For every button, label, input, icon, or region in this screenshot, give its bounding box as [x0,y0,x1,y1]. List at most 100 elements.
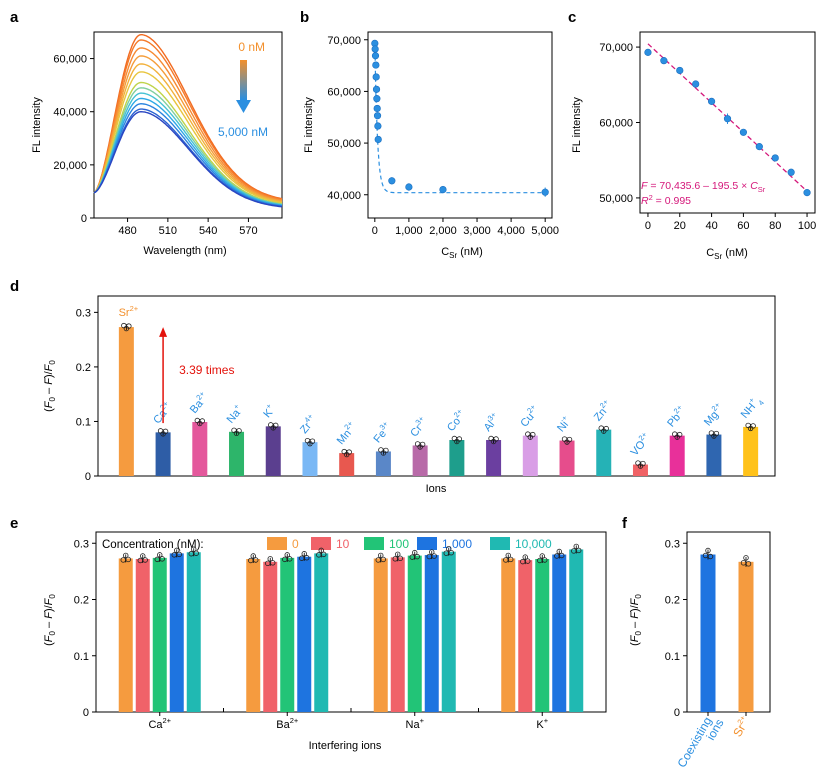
panel-e-replicate-point [123,552,129,559]
panel-d-ylabel-part: )/ [43,370,55,378]
panel-d-ion-label: Al3+ [479,410,503,434]
panel-c-r2-sup: 2 [649,193,653,202]
panel-c-xlabel-sub: Sr [714,252,722,261]
panel-c-data-point [803,189,811,197]
panel-d-bar [229,431,245,476]
panel-e-ylabel-part: ( [43,642,55,646]
panel-a-plot-frame [93,31,283,219]
panel-e-legend-title: Concentration (nM): [102,539,204,551]
panel-d-ion-base: Ba [188,397,206,416]
panel-d-ion-sup: + [747,395,757,405]
panel-e-replicate-point [542,557,548,563]
panel-letter-e: e [10,515,18,532]
panel-e-ylabel-sub: 0 [48,630,57,635]
panel-c-xtick-label: 40 [705,220,717,232]
panel-d-ion-label: Fe3+ [369,419,395,446]
panel-b-xlabel-main: C [441,246,449,258]
panel-e-replicate-point [304,555,310,561]
panel-f-ylabel-f: F [629,634,641,642]
panel-d-ion-base: Zn [592,406,609,424]
panel-b-data-point [371,45,379,53]
panel-e-replicate-point [176,551,182,558]
panel-d-bar [375,451,391,476]
panel-f-ylabel-sub: 0 [634,630,643,635]
panel-f-bar [700,554,716,712]
panel-e-replicate-point [576,547,582,554]
panel-f-ylabel-sub: 0 [634,594,643,599]
panel-d-replicate-point [527,434,534,440]
panel-a-spectrum-line [93,81,283,205]
panel-e-replicate-point [282,556,288,563]
panel-b-data-point [373,104,381,113]
panel-d-ion-label: Ba2+ [186,389,212,416]
panel-e-replicate-point [426,553,432,560]
panel-d-ion-base: Sr [119,307,130,319]
panel-c-data-point [771,154,779,162]
panel-a-spectrum-line [93,87,283,205]
panel-c-equation: F = 70,435.6 – 195.5 × CSr [641,180,766,194]
panel-e-replicate-point [414,553,420,560]
panel-d-replicate-point [490,438,497,445]
panel-d-replicate-point [160,431,166,437]
panel-e-replicate-point [412,549,418,556]
panel-e-replicate-point [395,551,401,558]
panel-c-data-point [755,143,763,151]
panel-e-replicate-point [429,549,435,555]
panel-d-ytick-label: 0.2 [76,362,91,374]
panel-d-ylabel-part: ( [43,408,55,412]
panel-d-replicate-point [270,425,276,431]
panel-a-spectrum-line [93,47,283,201]
panel-b-xtick-label: 3,000 [463,225,491,237]
panel-b-fit-curve [374,42,546,194]
panel-e-replicate-point [154,556,160,563]
panel-e-replicate-point [191,546,197,552]
panel-d-bar [743,426,759,476]
panel-e-replicate-point [267,556,273,562]
panel-c-ytick-label: 60,000 [599,118,633,130]
panel-a-xtick-label: 540 [199,225,217,237]
panel-e-legend-swatch [364,537,384,550]
panel-d-ion-base: Fe [372,428,389,446]
panel-d-ylabel: (F0 – F)/F0 [43,360,57,412]
panel-d-bar [155,432,171,476]
panel-b-data-point [373,95,381,103]
panel-e-legend-swatch [490,537,510,550]
panel-e-bar [407,555,422,712]
panel-e-bar [552,554,567,712]
panel-e-replicate-point [318,547,324,554]
panel-e-category-sup: 2+ [163,716,172,725]
panel-e-legend-label: 1,000 [442,537,472,551]
panel-e-category-base: Ca [148,719,163,731]
panel-c-xlabel-unit: (nM) [722,247,748,259]
panel-e-replicate-point [174,547,180,554]
panel-d-ion-label: Cr3+ [406,414,431,440]
panel-d-ion-base: Pb [665,412,683,430]
panel-d-ion-base: VO [629,438,649,458]
panel-f-ytick-label: 0 [674,707,680,719]
panel-e-replicate-point [556,548,562,555]
panel-e-legend-swatch [267,537,287,550]
panel-d-ion-label: Ni+ [553,413,574,434]
panel-e-category-base: Ba [276,719,290,731]
panel-e-replicate-point [539,553,545,559]
panel-e-legend-label: 100 [389,537,409,551]
panel-d-ion-base: NH [739,401,758,421]
panel-e-legend-label: 10 [336,537,350,551]
panel-d-replicate-point [197,420,203,427]
panel-d-ion-sup: + [231,402,241,412]
panel-e-ylabel-f: F [43,634,55,642]
panel-e-replicate-point [140,553,146,559]
panel-d-ion-sup: + [264,401,274,411]
panel-d-ytick-label: 0.1 [76,416,91,428]
panel-f-ylabel-part: ( [629,642,641,646]
panel-d-ion-label: VO2+ [626,430,654,459]
panel-e-replicate-point [321,551,327,558]
panel-c-ytick-label: 50,000 [599,193,633,205]
panel-e-replicate-point [159,556,165,562]
panel-d-bar [412,445,428,476]
panel-e-bar [501,558,516,712]
panel-c-data-point [707,97,716,105]
panel-e-bar [518,560,533,712]
panel-c-xtick-label: 80 [769,220,781,232]
panel-e-replicate-point [505,552,511,559]
